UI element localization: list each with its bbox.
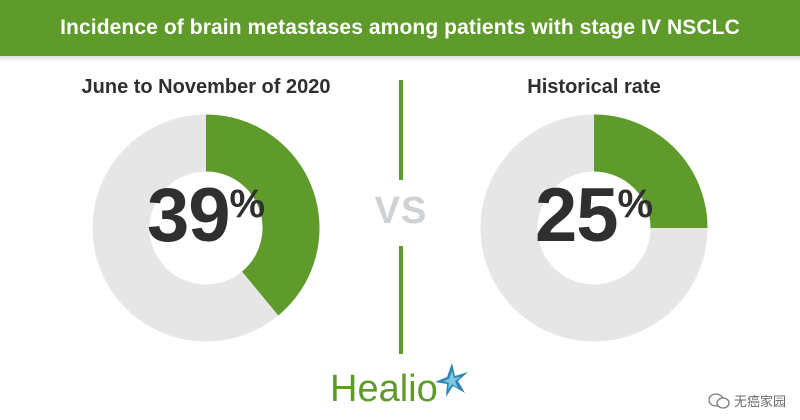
donut-chart-left bbox=[92, 114, 320, 342]
divider-top bbox=[399, 80, 403, 180]
right-panel-title: Historical rate bbox=[527, 76, 661, 98]
value-number-right: 25 bbox=[534, 173, 619, 258]
watermark-text: 无癌家园 bbox=[733, 394, 786, 409]
logo-text: Healio bbox=[330, 368, 438, 410]
value-unit-left: % bbox=[229, 182, 266, 226]
left-panel-title: June to November of 2020 bbox=[81, 76, 331, 98]
value-label-right: 25% bbox=[478, 178, 710, 254]
page-title: Incidence of brain metastases among pati… bbox=[60, 16, 740, 39]
divider-bottom bbox=[399, 246, 403, 354]
value-label-left: 39% bbox=[90, 178, 322, 254]
healio-logo: Healio bbox=[330, 362, 474, 408]
value-number-left: 39 bbox=[146, 173, 231, 258]
donut-segment-right bbox=[592, 114, 708, 230]
header-banner: Incidence of brain metastases among pati… bbox=[0, 0, 800, 56]
watermark: 无癌家园 bbox=[708, 391, 786, 410]
donut-chart-right bbox=[480, 114, 708, 342]
wechat-icon bbox=[708, 392, 730, 409]
donut-segment-left bbox=[204, 114, 320, 316]
value-unit-right: % bbox=[617, 182, 654, 226]
vs-label: VS bbox=[374, 190, 428, 232]
header-shadow bbox=[0, 56, 800, 62]
star-icon bbox=[434, 363, 468, 397]
